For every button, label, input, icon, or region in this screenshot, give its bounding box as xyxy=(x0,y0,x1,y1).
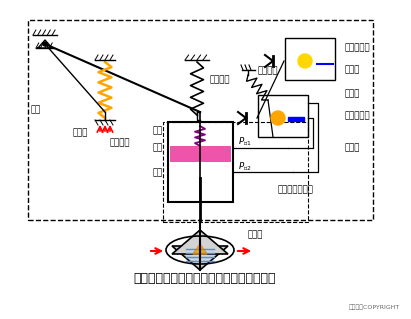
Bar xyxy=(28,20,373,220)
Polygon shape xyxy=(193,244,207,254)
Bar xyxy=(170,146,231,162)
Circle shape xyxy=(43,42,47,46)
Text: 上喷嘴: 上喷嘴 xyxy=(345,65,360,74)
Text: 功率放大器: 功率放大器 xyxy=(345,111,371,120)
Bar xyxy=(285,38,335,80)
Text: 推杆: 推杆 xyxy=(153,168,163,177)
Text: 气缸: 气缸 xyxy=(153,126,163,135)
Bar xyxy=(288,117,304,121)
Circle shape xyxy=(271,111,285,125)
Text: 带阀门定位器的活塞式（无弹簧）执行机构: 带阀门定位器的活塞式（无弹簧）执行机构 xyxy=(134,271,276,285)
Text: 波纹管: 波纹管 xyxy=(72,128,88,137)
Text: 东方仿真COPYRIGHT: 东方仿真COPYRIGHT xyxy=(349,304,400,310)
Text: 活塞: 活塞 xyxy=(153,143,163,152)
Circle shape xyxy=(298,54,312,68)
Text: $P_{出2}$: $P_{出2}$ xyxy=(238,160,252,172)
Polygon shape xyxy=(172,230,228,254)
Text: 定位器: 定位器 xyxy=(345,143,360,152)
Text: 调零弹簧: 调零弹簧 xyxy=(258,66,279,75)
Text: 反馈弹簧: 反馈弹簧 xyxy=(210,75,231,84)
Polygon shape xyxy=(172,246,228,270)
Bar xyxy=(163,122,308,222)
Text: 下喷嘴: 下喷嘴 xyxy=(345,89,360,98)
Bar xyxy=(168,122,233,202)
Text: 信号压力: 信号压力 xyxy=(110,138,130,147)
Text: $P_{出1}$: $P_{出1}$ xyxy=(238,135,252,146)
Text: 活塞式执行机构: 活塞式执行机构 xyxy=(278,185,314,194)
Text: 调节阀: 调节阀 xyxy=(248,230,263,239)
Bar xyxy=(258,95,308,137)
Text: 杠杆: 杠杆 xyxy=(31,105,41,114)
Text: 功率放大器: 功率放大器 xyxy=(345,43,371,52)
